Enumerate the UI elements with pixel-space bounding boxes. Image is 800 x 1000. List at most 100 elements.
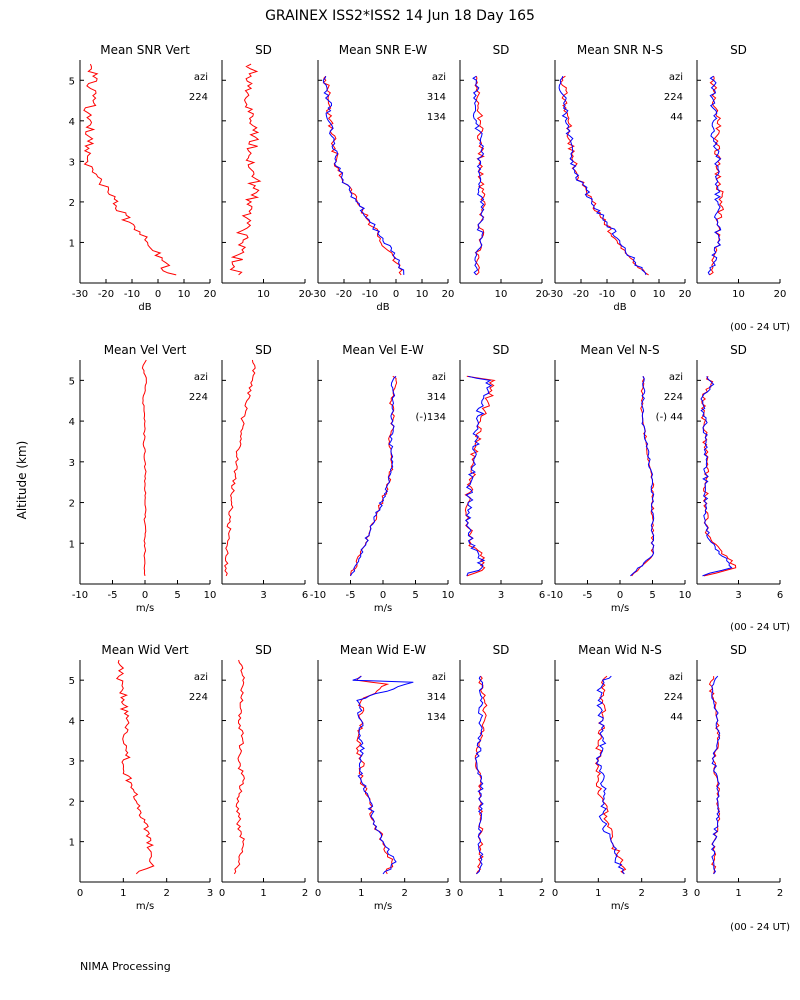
series-line-blue [352,675,414,875]
x-tick-label: -5 [108,590,118,601]
series-line-red [224,359,256,577]
x-axis-label: m/s [611,603,629,614]
x-tick-label: 0 [219,888,225,899]
x-axis-label: dB [138,302,151,313]
legend-entry: (-)134 [416,412,447,423]
x-axis-label: dB [613,302,626,313]
series-line-blue [710,675,721,875]
series-line-blue [558,76,647,276]
x-tick-label: 20 [442,289,455,300]
series-line-red [559,75,649,276]
panel-wid-5: SD 0 1 2 [694,643,783,899]
legend-entry: 224 [189,392,208,403]
legend-entry: 224 [664,692,683,703]
x-tick-label: 0 [630,289,636,300]
x-tick-label: 3 [445,888,451,899]
x-tick-label: 3 [207,888,213,899]
legend-entry: 224 [189,92,208,103]
legend-entry: 134 [427,112,446,123]
x-tick-label: -30 [72,289,88,300]
panel-title: SD [730,643,747,657]
legend-entry: 44 [670,712,683,723]
x-tick-label: 10 [204,590,217,601]
x-tick-label: 0 [77,888,83,899]
x-tick-label: 0 [457,888,463,899]
x-tick-label: 6 [302,590,308,601]
panel-title: Mean Vel N-S [580,343,659,357]
panel-wid-1: SD 0 1 2 [219,643,308,899]
x-tick-label: 0 [694,888,700,899]
panel-title: SD [255,343,272,357]
series-line-blue [322,76,405,275]
y-axis-label: Altitude (km) [15,441,29,520]
x-tick-label: 2 [401,888,407,899]
y-tick-label: 3 [69,757,75,768]
panel-wid-2: Mean Wid E-W 0 1 2 3 m/s azi 314 134 [315,643,451,912]
x-tick-label: 1 [120,888,126,899]
y-tick-label: 4 [69,117,75,128]
x-tick-label: 10 [416,289,429,300]
x-axis-label: m/s [136,603,154,614]
series-line-red [464,375,496,577]
x-tick-label: 2 [539,888,545,899]
legend-entry: 314 [427,92,446,103]
panel-title: Mean Vel E-W [342,343,424,357]
y-tick-label: 3 [69,458,75,469]
y-tick-label: 2 [69,198,75,209]
legend-header: azi [194,372,208,383]
legend-header: azi [194,672,208,683]
figure-title: GRAINEX ISS2*ISS2 14 Jun 18 Day 165 [265,8,535,24]
x-tick-label: 20 [204,289,217,300]
y-tick-label: 5 [69,76,75,87]
x-tick-label: 20 [536,289,549,300]
x-tick-label: 3 [498,590,504,601]
x-tick-label: 10 [732,289,745,300]
x-tick-label: 1 [358,888,364,899]
series-line-red [700,376,737,577]
y-tick-label: 5 [69,676,75,687]
legend-entry: 44 [670,112,683,123]
x-tick-label: -10 [124,289,140,300]
x-tick-label: -10 [599,289,615,300]
panel-title: SD [493,643,510,657]
series-line-red [233,659,246,875]
time-range-label: (00 - 24 UT) [730,322,790,333]
x-tick-label: 0 [380,590,386,601]
panel-snr-3: SD 10 20 [459,43,549,300]
panel-title: Mean SNR E-W [339,43,428,57]
x-tick-label: -30 [310,289,326,300]
x-tick-label: 1 [498,888,504,899]
panel-title: Mean SNR N-S [577,43,663,57]
x-tick-label: 3 [682,888,688,899]
x-tick-label: 6 [777,590,783,601]
legend-header: azi [432,372,446,383]
x-tick-label: 0 [552,888,558,899]
series-line-red [83,63,177,276]
panel-snr-1: SD 10 20 [221,43,311,300]
x-tick-label: -5 [583,590,593,601]
panel-title: SD [255,43,272,57]
x-tick-label: 0 [315,888,321,899]
series-line-red [355,675,394,875]
series-line-red [115,659,155,875]
x-tick-label: -20 [336,289,352,300]
footer-label: NIMA Processing [80,960,171,973]
panel-title: Mean Wid N-S [578,643,662,657]
panel-vel-5: SD 3 6 [696,343,783,601]
x-tick-label: -5 [346,590,356,601]
time-range-label: (00 - 24 UT) [730,922,790,933]
legend-entry: 224 [664,92,683,103]
legend-entry: 134 [427,712,446,723]
y-tick-label: 1 [69,238,75,249]
x-tick-label: 10 [679,590,692,601]
x-tick-label: 2 [163,888,169,899]
x-tick-label: 0 [142,590,148,601]
x-tick-label: 3 [260,590,266,601]
legend-header: azi [669,672,683,683]
x-tick-label: 20 [774,289,787,300]
x-tick-label: -30 [547,289,563,300]
x-tick-label: 5 [412,590,418,601]
panel-title: Mean Vel Vert [104,343,187,357]
